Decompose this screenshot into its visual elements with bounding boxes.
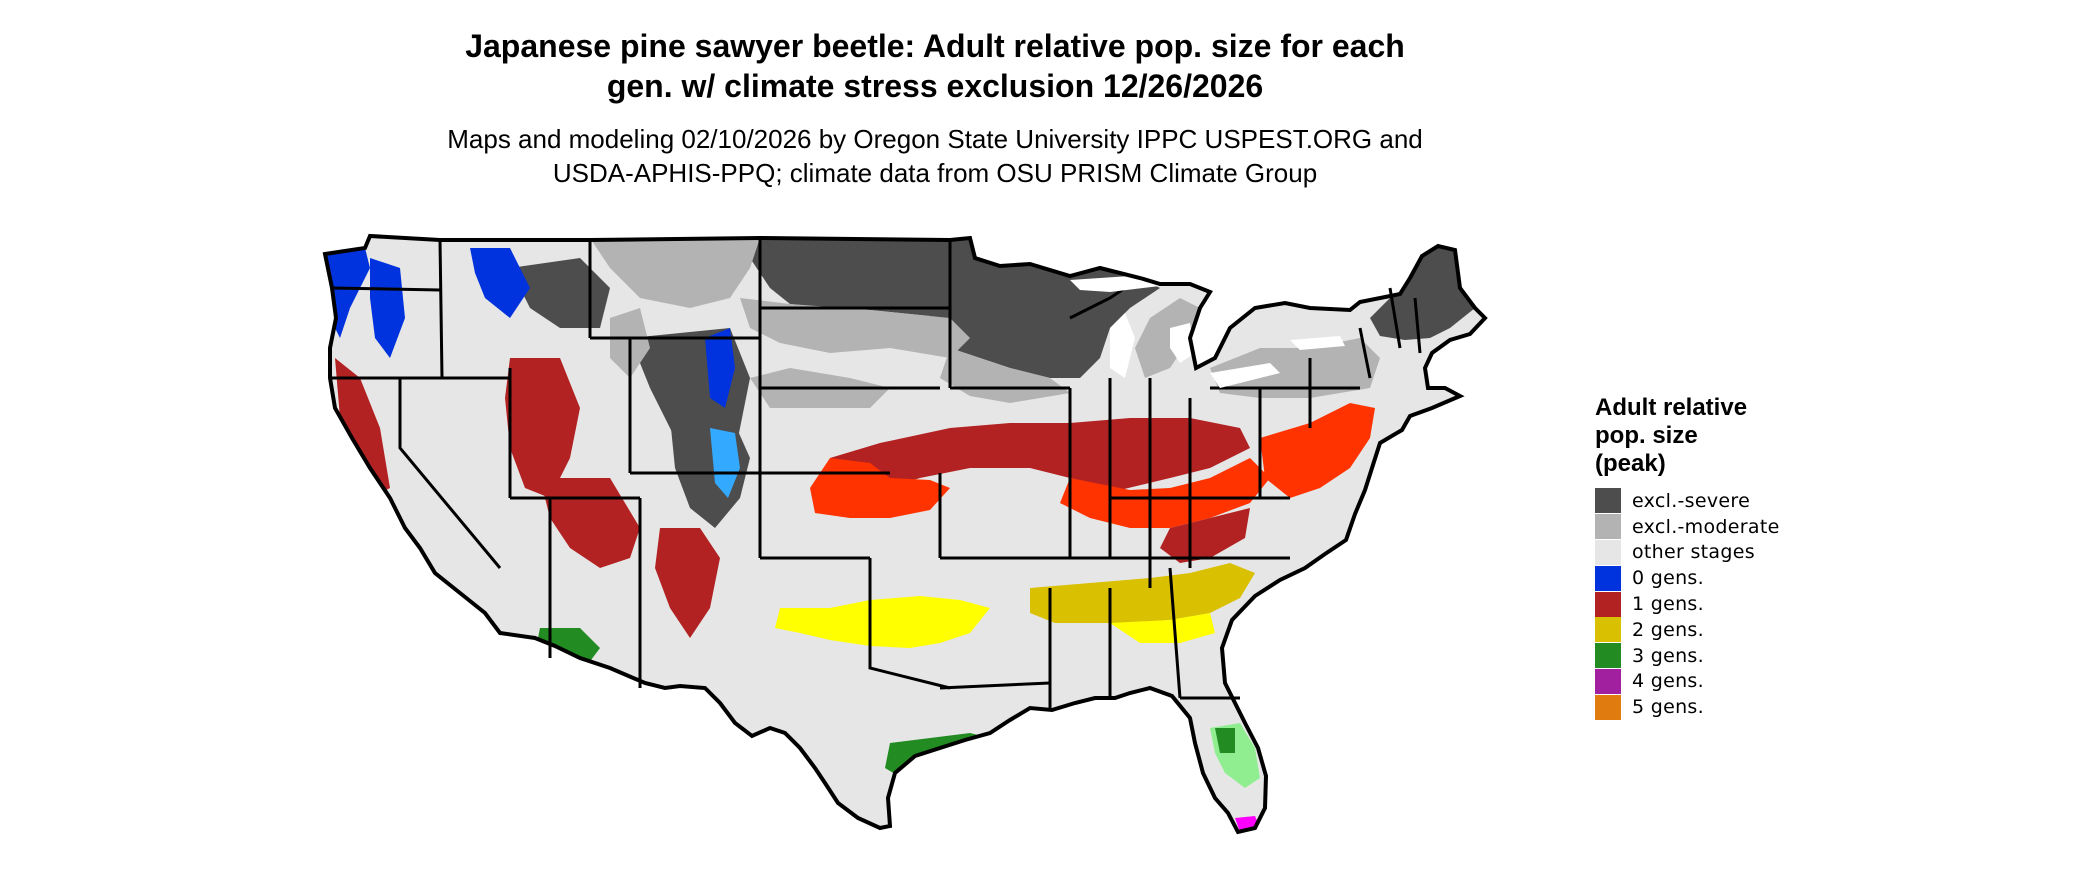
region-1gen-mid-atlantic xyxy=(1260,403,1375,498)
legend-item-1-gens: 1 gens. xyxy=(1595,591,1885,617)
legend-label: 3 gens. xyxy=(1632,644,1704,667)
legend-swatch xyxy=(1595,643,1621,669)
legend-title: Adult relative pop. size (peak) xyxy=(1595,394,1885,478)
region-3gen-florida-dark xyxy=(1215,728,1235,753)
legend-swatch xyxy=(1595,565,1621,591)
map-legend: Adult relative pop. size (peak) excl.-se… xyxy=(1595,394,1885,720)
region-1gen-arizona-nm xyxy=(540,478,640,568)
region-1gen-nm-east xyxy=(655,528,720,638)
region-0gen-cascades xyxy=(370,258,405,358)
region-1gen-appalachian xyxy=(1160,508,1250,563)
legend-title-line-2: pop. size xyxy=(1595,422,1698,449)
region-severe-idaho-montana xyxy=(510,258,610,328)
legend-swatch xyxy=(1595,694,1621,720)
legend-item-excl-moderate: excl.-moderate xyxy=(1595,514,1885,540)
region-moderate-michigan xyxy=(1135,298,1200,378)
region-moderate-montana xyxy=(590,238,760,308)
legend-label: 5 gens. xyxy=(1632,696,1704,719)
region-severe-upper-midwest xyxy=(930,268,1160,378)
legend-swatch xyxy=(1595,617,1621,643)
great-lakes xyxy=(1070,276,1345,388)
legend-label: 4 gens. xyxy=(1632,670,1704,693)
region-0gen-rockies xyxy=(705,328,735,408)
region-moderate-dakotas xyxy=(740,298,970,358)
legend-title-line-1: Adult relative xyxy=(1595,394,1748,421)
legend-swatch xyxy=(1595,591,1621,617)
legend-swatch xyxy=(1595,488,1621,514)
region-1gen-ohio-valley xyxy=(1060,458,1270,528)
map-subtitle-line-2: USDA-APHIS-PPQ; climate data from OSU PR… xyxy=(552,158,1318,188)
state-borders xyxy=(331,238,1422,708)
map-subtitle-line-1: Maps and modeling 02/10/2026 by Oregon S… xyxy=(447,124,1423,154)
legend-swatch xyxy=(1595,539,1621,565)
map-title-line-1: Japanese pine sawyer beetle: Adult relat… xyxy=(465,28,1405,64)
legend-label: 2 gens. xyxy=(1632,618,1704,641)
region-1gen-utah xyxy=(505,358,580,498)
region-0gen-idaho xyxy=(470,248,530,318)
map-title-line-2: gen. w/ climate stress exclusion 12/26/2… xyxy=(606,68,1264,104)
region-1gen-california xyxy=(335,358,390,498)
legend-label: excl.-severe xyxy=(1632,489,1751,512)
region-moderate-great-lakes xyxy=(1210,338,1380,398)
region-2gen-georgia xyxy=(1110,613,1215,643)
legend-item-other-stages: other stages xyxy=(1595,539,1885,566)
legend-label: 1 gens. xyxy=(1632,593,1704,616)
us-population-map xyxy=(323,234,1487,834)
legend-item-4-gens: 4 gens. xyxy=(1595,668,1885,695)
region-2gen-texas-band xyxy=(775,596,990,648)
region-2gen-deep-south xyxy=(1030,563,1255,623)
legend-title-line-3: (peak) xyxy=(1595,450,1666,477)
legend-item-3-gens: 3 gens. xyxy=(1595,643,1885,669)
region-0gen-colorado-high xyxy=(710,428,740,498)
legend-item-5-gens: 5 gens. xyxy=(1595,694,1885,720)
legend-swatch xyxy=(1595,668,1621,694)
region-1gen-central-band xyxy=(830,418,1250,490)
legend-label: excl.-moderate xyxy=(1632,515,1780,538)
legend-label: 0 gens. xyxy=(1632,567,1704,590)
legend-label: other stages xyxy=(1632,541,1755,564)
legend-item-0-gens: 0 gens. xyxy=(1595,565,1885,591)
legend-swatch xyxy=(1595,514,1621,540)
legend-item-excl-severe: excl.-severe xyxy=(1595,488,1885,514)
legend-item-2-gens: 2 gens. xyxy=(1595,617,1885,643)
